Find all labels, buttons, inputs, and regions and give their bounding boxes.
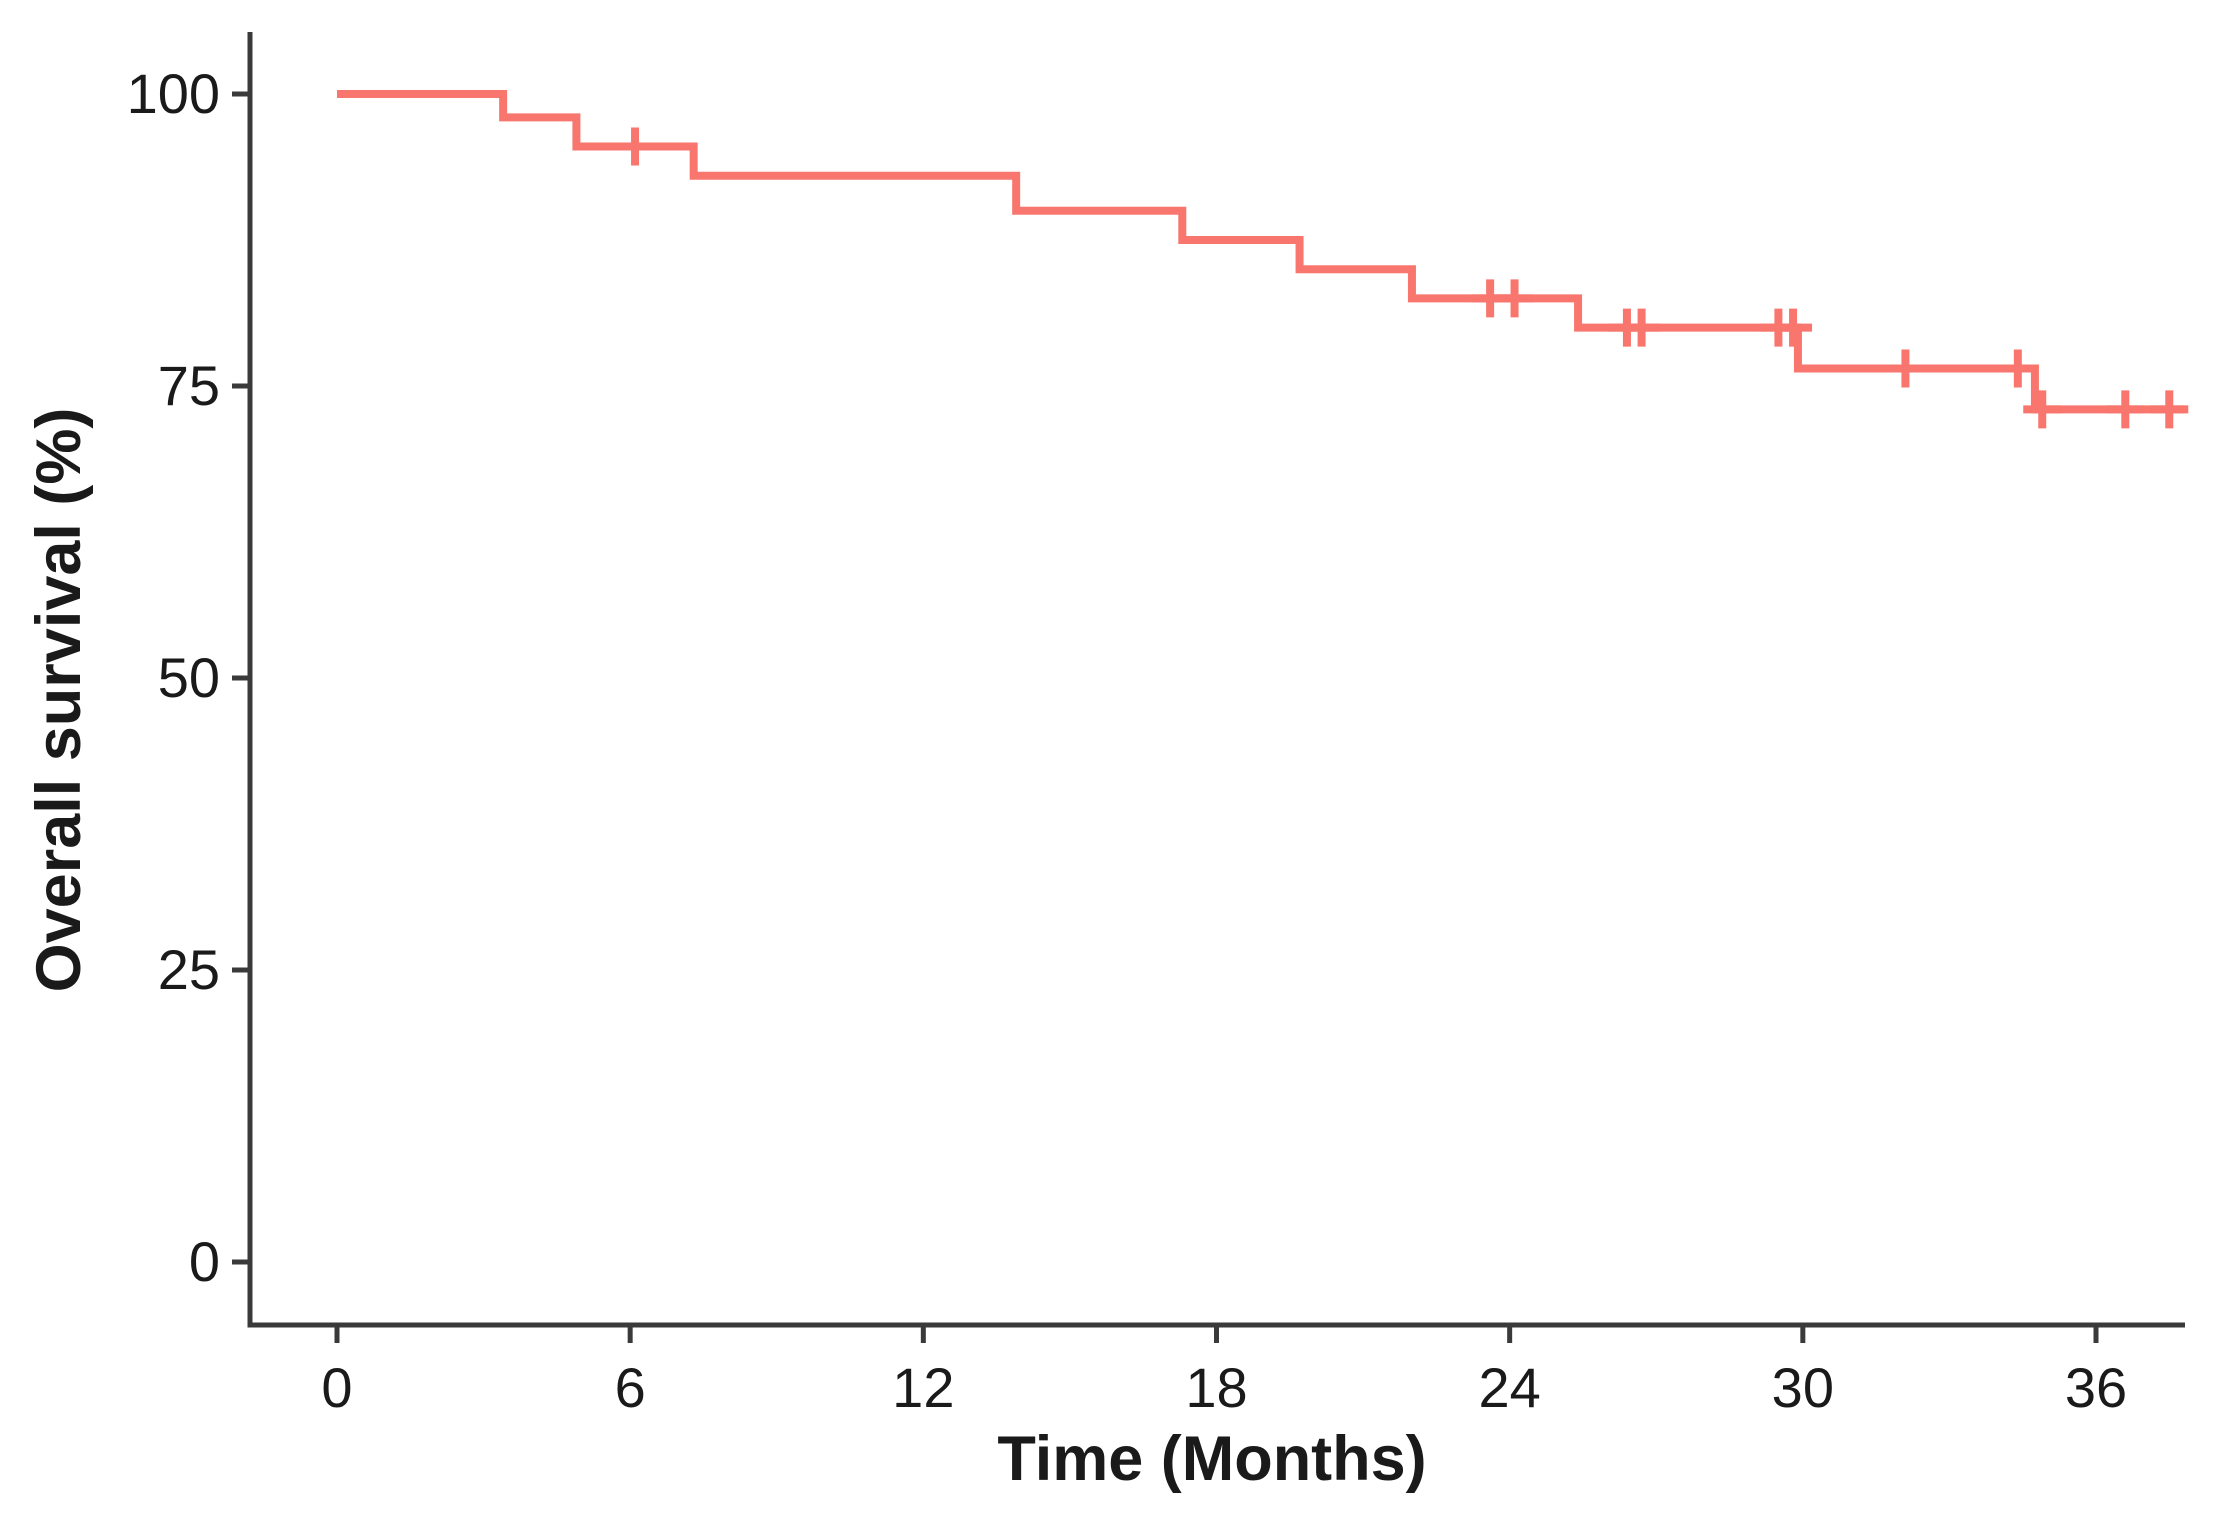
- y-tick-label: 100: [127, 62, 220, 125]
- curve-layer: [337, 90, 2189, 429]
- y-tick-label: 50: [158, 646, 220, 709]
- censor-mark: [1495, 279, 1534, 318]
- censor-mark: [1998, 349, 2037, 388]
- x-axis-title: Time (Months): [997, 1424, 1426, 1494]
- x-tick-label: 30: [1772, 1356, 1834, 1419]
- x-tick-label: 18: [1185, 1356, 1247, 1419]
- y-tick-label: 0: [189, 1230, 220, 1293]
- censor-mark: [2023, 390, 2062, 429]
- x-tick-label: 0: [321, 1356, 352, 1419]
- censor-mark: [1774, 308, 1813, 347]
- x-tick-label: 24: [1479, 1356, 1541, 1419]
- x-tick-label: 12: [892, 1356, 954, 1419]
- survival-step-curve: [337, 90, 2184, 414]
- censor-mark: [2150, 390, 2189, 429]
- x-tick-label: 36: [2065, 1356, 2127, 1419]
- y-tick-label: 75: [158, 354, 220, 417]
- x-tick-label: 6: [615, 1356, 646, 1419]
- axes-layer: 0 25 50 75 100 0 6 12 18 24 30 36: [127, 32, 2185, 1419]
- y-tick-label: 25: [158, 938, 220, 1001]
- censor-mark: [2106, 390, 2145, 429]
- censor-mark: [1886, 349, 1925, 388]
- censor-mark: [1622, 308, 1661, 347]
- censor-mark: [616, 127, 655, 166]
- y-axis-title: Overall survival (%): [24, 408, 94, 993]
